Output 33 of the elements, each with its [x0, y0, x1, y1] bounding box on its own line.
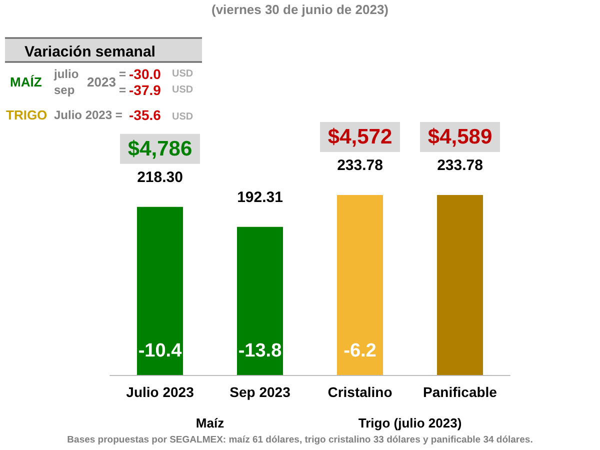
- text: Variación semanal: [24, 44, 156, 60]
- annotation: -6.2: [344, 340, 376, 362]
- text: Bases propuestas por SEGALMEX: maíz 61 dólares, trigo cristalino 33 dólares y panificable 34 dólares.: [67, 434, 533, 446]
- data-label: 233.78: [437, 157, 483, 174]
- text: =: [119, 67, 126, 81]
- text: -30.0: [129, 66, 162, 82]
- text: Julio 2023 =: [54, 108, 122, 122]
- data-label: 218.30: [137, 168, 183, 186]
- annotation: -10.4: [138, 340, 182, 362]
- text: =: [119, 83, 126, 97]
- text: sep: [54, 83, 75, 97]
- text: USD: [172, 112, 194, 122]
- text: TRIGO: [6, 108, 48, 122]
- text: Trigo (julio 2023): [358, 416, 462, 430]
- text: julio: [53, 67, 79, 81]
- data-label: 233.78: [337, 157, 383, 174]
- text: $4,572: [328, 126, 392, 148]
- text: USD: [172, 84, 194, 96]
- x-tick-label: Julio 2023: [126, 384, 194, 400]
- x-tick-label: Sep 2023: [230, 384, 291, 400]
- x-tick-label: Panificable: [423, 384, 498, 400]
- text: Maíz: [196, 416, 225, 430]
- annotation: -13.8: [238, 340, 282, 362]
- text: $4,589: [428, 126, 492, 148]
- data-label: 192.31: [237, 188, 283, 206]
- text: -37.9: [129, 82, 162, 98]
- chart-subtitle: (viernes 30 de junio de 2023): [211, 2, 389, 17]
- text: USD: [172, 68, 194, 80]
- x-tick-label: Cristalino: [328, 384, 392, 400]
- text: -35.6: [129, 107, 162, 123]
- text: MAÍZ: [10, 74, 42, 90]
- text: 2023: [87, 74, 116, 90]
- text: $4,786: [128, 137, 192, 160]
